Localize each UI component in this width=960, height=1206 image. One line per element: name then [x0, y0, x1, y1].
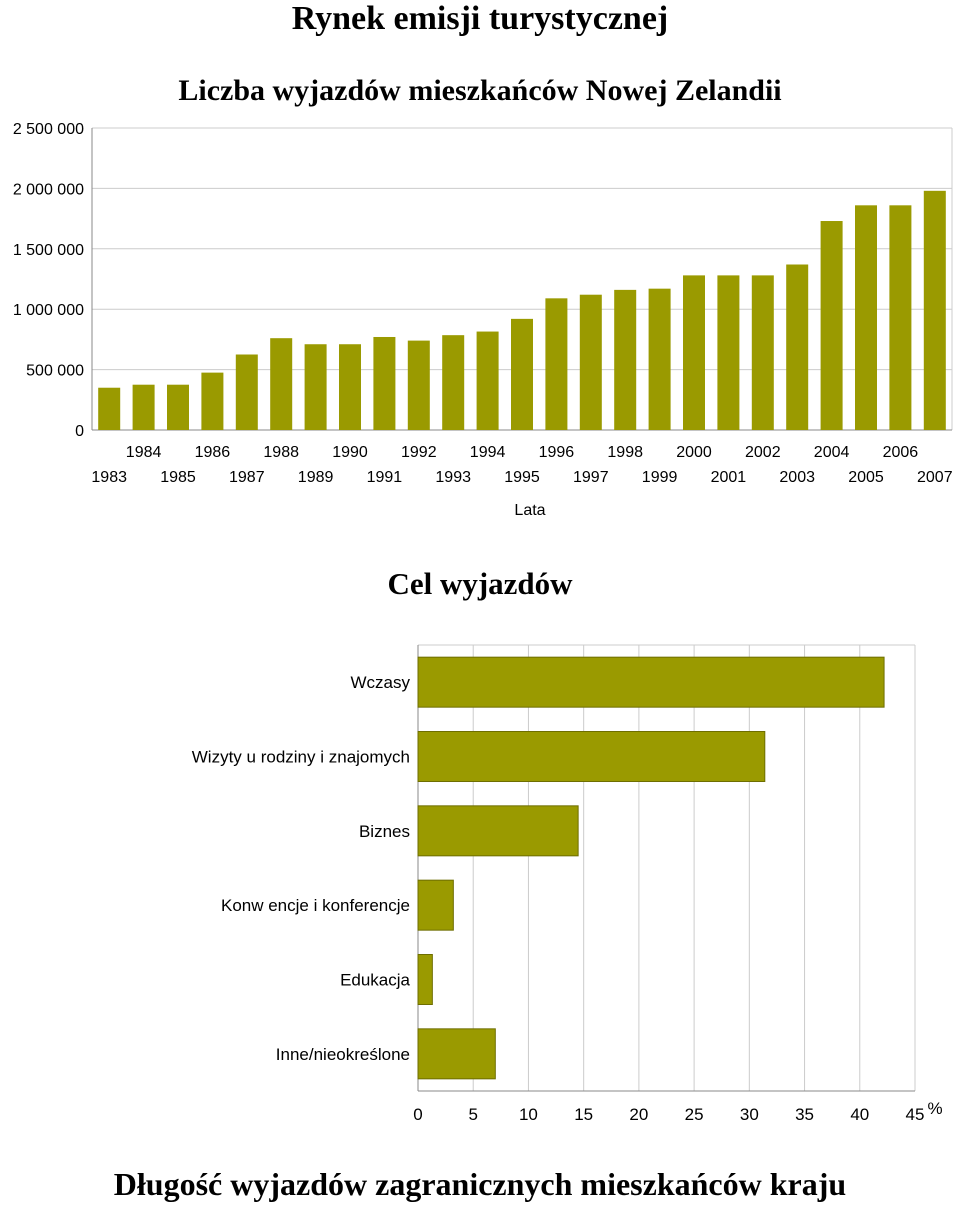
- bar: [476, 331, 499, 430]
- bar: [683, 275, 705, 430]
- x-tick-label: 2000: [676, 444, 712, 461]
- x-tick-label: 1985: [160, 469, 196, 486]
- x-tick-label: 40: [850, 1105, 869, 1124]
- category-label: Edukacja: [340, 971, 410, 990]
- page-title: Rynek emisji turystycznej: [291, 0, 669, 37]
- bar: [417, 805, 579, 857]
- x-tick-label: 1995: [504, 469, 540, 486]
- x-tick-label: 1984: [126, 444, 162, 461]
- category-label: Inne/nieokreślone: [276, 1045, 410, 1064]
- x-tick-label: 1994: [470, 444, 506, 461]
- x-tick-label: 1999: [642, 469, 678, 486]
- bar: [786, 264, 809, 430]
- bar: [545, 298, 568, 430]
- x-tick-label: 1989: [298, 469, 334, 486]
- y-tick-label: 0: [75, 423, 84, 440]
- trips-bar-chart: 0 500 000 1 000 000 1 500 000 2 000 000 2 500…: [13, 121, 953, 519]
- y-tick-label: 2 500 000: [13, 121, 84, 138]
- bar: [417, 954, 433, 1005]
- bar: [820, 221, 843, 430]
- x-tick-label: 45: [906, 1105, 925, 1124]
- bar: [417, 1028, 496, 1080]
- bar: [648, 288, 671, 430]
- purpose-bar-chart: 0 5 10 15 20 25 30 35 40 45 % Wczasy Wizyty u rodzin…: [192, 644, 943, 1124]
- bar: [98, 387, 121, 430]
- x-tick-label: 2001: [711, 469, 747, 486]
- x-tick-label: 2004: [814, 444, 850, 461]
- x-tick-label: 10: [519, 1105, 538, 1124]
- x-tick-label: 1986: [195, 444, 231, 461]
- x-tick-label: 2003: [779, 469, 815, 486]
- bar: [717, 275, 740, 430]
- bar: [855, 205, 877, 430]
- bar: [923, 190, 946, 430]
- x-tick-label: 30: [740, 1105, 759, 1124]
- x-tick-label: 2002: [745, 444, 781, 461]
- bar: [417, 656, 885, 708]
- x-tick-label: 5: [468, 1105, 477, 1124]
- purpose-chart-title: Cel wyjazdów: [387, 566, 573, 601]
- y-tick-label: 2 000 000: [13, 181, 84, 198]
- x-axis-label: Lata: [514, 502, 545, 519]
- bar: [579, 294, 602, 430]
- x-tick-label: 2007: [917, 469, 953, 486]
- bar: [304, 344, 327, 430]
- y-tick-label: 1 500 000: [13, 242, 84, 259]
- x-tick-label: 1998: [607, 444, 643, 461]
- bar: [373, 336, 396, 430]
- bar: [339, 344, 361, 430]
- y-tick-label: 1 000 000: [13, 302, 84, 319]
- trips-chart-title: Liczba wyjazdów mieszkańców Nowej Zeland…: [178, 74, 782, 107]
- x-tick-label: 1988: [263, 444, 299, 461]
- category-label: Wizyty u rodziny i znajomych: [192, 748, 410, 767]
- bar: [167, 384, 189, 430]
- x-tick-label: 1997: [573, 469, 609, 486]
- bar: [751, 275, 774, 430]
- bar: [132, 384, 155, 430]
- bar: [511, 318, 533, 430]
- x-tick-label: 1993: [435, 469, 471, 486]
- bar: [201, 372, 224, 430]
- x-tick-label: 0: [413, 1105, 422, 1124]
- x-tick-label: 2006: [883, 444, 919, 461]
- bar: [407, 340, 430, 430]
- x-tick-label: 15: [574, 1105, 593, 1124]
- bar: [235, 354, 258, 430]
- bar: [417, 879, 454, 931]
- bar: [614, 289, 637, 430]
- x-axis-unit-label: %: [927, 1099, 942, 1118]
- bar: [417, 731, 766, 782]
- x-tick-label: 20: [629, 1105, 648, 1124]
- x-tick-label: 1983: [91, 469, 127, 486]
- x-tick-label: 1996: [539, 444, 575, 461]
- category-label: Konw encje i konferencje: [221, 896, 410, 915]
- category-label: Wczasy: [351, 673, 411, 692]
- category-label: Biznes: [359, 822, 410, 841]
- x-tick-label: 25: [685, 1105, 704, 1124]
- bar: [889, 205, 912, 430]
- y-tick-label: 500 000: [26, 363, 84, 380]
- x-tick-label: 2005: [848, 469, 884, 486]
- bar: [270, 338, 293, 430]
- x-tick-label: 1991: [367, 469, 403, 486]
- x-tick-label: 35: [795, 1105, 814, 1124]
- x-tick-label: 1987: [229, 469, 265, 486]
- x-tick-label: 1992: [401, 444, 437, 461]
- x-tick-label: 1990: [332, 444, 368, 461]
- bar: [442, 335, 465, 430]
- section-heading: Długość wyjazdów zagranicznych mieszkańc…: [113, 1166, 847, 1202]
